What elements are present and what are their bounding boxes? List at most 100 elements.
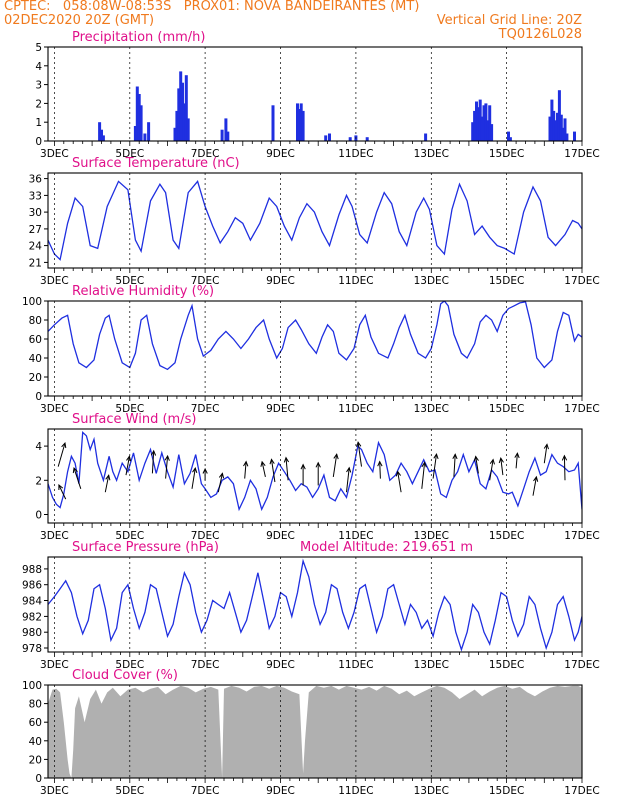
x-tick-label: 5DEC — [115, 148, 144, 160]
pres-line — [48, 558, 582, 652]
y-tick-label: 984 — [22, 596, 42, 608]
precip-bar — [220, 129, 224, 141]
wind-vector — [244, 461, 247, 479]
header-date: 02DEC2020 20Z (GMT) — [4, 13, 155, 28]
y-tick-label: 2 — [35, 475, 42, 487]
wind-vector-head — [395, 470, 402, 477]
precip-bar — [484, 103, 488, 141]
wind-vector — [285, 457, 289, 481]
precip-bar — [573, 131, 576, 141]
x-tick-label: 13DEC — [414, 148, 449, 160]
wind-vector-head — [105, 474, 111, 481]
wind-vector-head — [452, 453, 458, 460]
x-tick-label: 11DEC — [338, 785, 373, 797]
y-tick-label: 21 — [29, 257, 42, 269]
precip-bar — [486, 120, 490, 141]
x-tick-label: 9DEC — [266, 148, 295, 160]
wind-vector-head — [498, 457, 504, 464]
wind-vector — [397, 471, 402, 493]
y-tick-label: 20 — [29, 754, 42, 766]
precip-bar — [478, 99, 482, 141]
y-tick-label: 33 — [29, 190, 42, 202]
wind-vector-head — [243, 460, 249, 467]
y-tick-label: 5 — [35, 42, 42, 54]
x-tick-label: 9DEC — [266, 530, 295, 542]
x-tick-label: 17DEC — [564, 659, 599, 671]
wind-vector — [453, 454, 456, 477]
x-tick-label: 15DEC — [489, 148, 524, 160]
y-tick-label: 982 — [22, 611, 42, 623]
y-tick-label: 100 — [22, 680, 42, 692]
wind-vector — [543, 444, 548, 464]
precip-bar — [565, 133, 569, 141]
y-tick-label: 980 — [22, 627, 42, 639]
x-tick-label: 15DEC — [489, 785, 524, 797]
wind-vector-head — [126, 455, 132, 462]
precip-bar — [424, 133, 428, 141]
wind-line — [48, 431, 582, 512]
panel-title: Surface Wind (m/s) — [72, 412, 196, 427]
panel-title: Surface Temperature (nC) — [72, 156, 240, 171]
wind-vector-head — [164, 454, 170, 461]
precip-bar — [554, 120, 558, 141]
y-tick-label: 0 — [35, 391, 42, 403]
wind-vector — [500, 458, 504, 476]
wind-vector-head — [514, 452, 520, 459]
wind-vector-head — [260, 460, 266, 467]
header-grid-note: Vertical Grid Line: 20Z — [436, 13, 582, 28]
wind-vector-head — [377, 460, 383, 467]
y-tick-label: 60 — [29, 334, 42, 346]
precip-bar — [296, 103, 299, 141]
x-tick-label: 3DEC — [40, 785, 69, 797]
header-run-code: TQ0126L028 — [498, 27, 582, 42]
wind-vector — [532, 476, 537, 496]
wind-vector-head — [269, 458, 275, 465]
cloud-cover-area — [48, 685, 582, 778]
y-tick-label: 986 — [22, 580, 42, 592]
precip-bar — [548, 116, 552, 141]
precip-bar — [271, 105, 275, 141]
wind-vector-head — [421, 461, 427, 468]
wind-vector-head — [58, 483, 64, 490]
x-tick-label: 13DEC — [414, 785, 449, 797]
y-tick-label: 80 — [29, 315, 42, 327]
y-tick-label: 988 — [22, 564, 42, 576]
precip-bar — [184, 75, 188, 141]
wind-vector-head — [561, 454, 568, 461]
panel-frame — [47, 428, 583, 524]
y-tick-label: 20 — [29, 372, 42, 384]
precip-bar — [561, 127, 565, 141]
x-tick-label: 7DEC — [191, 530, 220, 542]
x-tick-label: 11DEC — [338, 148, 373, 160]
wind-vector-head — [333, 453, 339, 460]
header-location: CPTEC: 058:08W-08:53S PROX01: NOVA BANDE… — [4, 0, 420, 14]
wind-vector-head — [533, 475, 539, 482]
x-tick-label: 9DEC — [266, 659, 295, 671]
precip-bar — [100, 129, 103, 141]
precip-bar — [328, 133, 331, 141]
wind-vector-head — [218, 472, 225, 479]
precip-bar — [133, 126, 137, 141]
x-tick-label: 9DEC — [266, 785, 295, 797]
y-tick-label: 2 — [35, 98, 42, 110]
x-tick-label: 15DEC — [489, 275, 524, 287]
x-tick-label: 5DEC — [115, 785, 144, 797]
precip-bar — [475, 101, 478, 141]
panel-frame — [47, 556, 583, 653]
precip-bar — [507, 131, 510, 141]
precip-bar — [139, 105, 143, 141]
x-tick-label: 11DEC — [338, 403, 373, 415]
wind-vector — [489, 459, 494, 481]
x-tick-label: 7DEC — [191, 785, 220, 797]
precip-bar — [299, 103, 303, 141]
x-tick-label: 3DEC — [40, 659, 69, 671]
wind-vector — [57, 442, 66, 467]
y-tick-label: 3 — [35, 80, 42, 92]
temp-line — [48, 180, 582, 261]
wind-vector-head — [72, 467, 78, 474]
x-tick-label: 3DEC — [40, 275, 69, 287]
y-tick-label: 0 — [35, 773, 42, 785]
precip-bar — [301, 110, 305, 141]
y-tick-label: 978 — [22, 643, 42, 655]
x-tick-label: 9DEC — [266, 403, 295, 415]
